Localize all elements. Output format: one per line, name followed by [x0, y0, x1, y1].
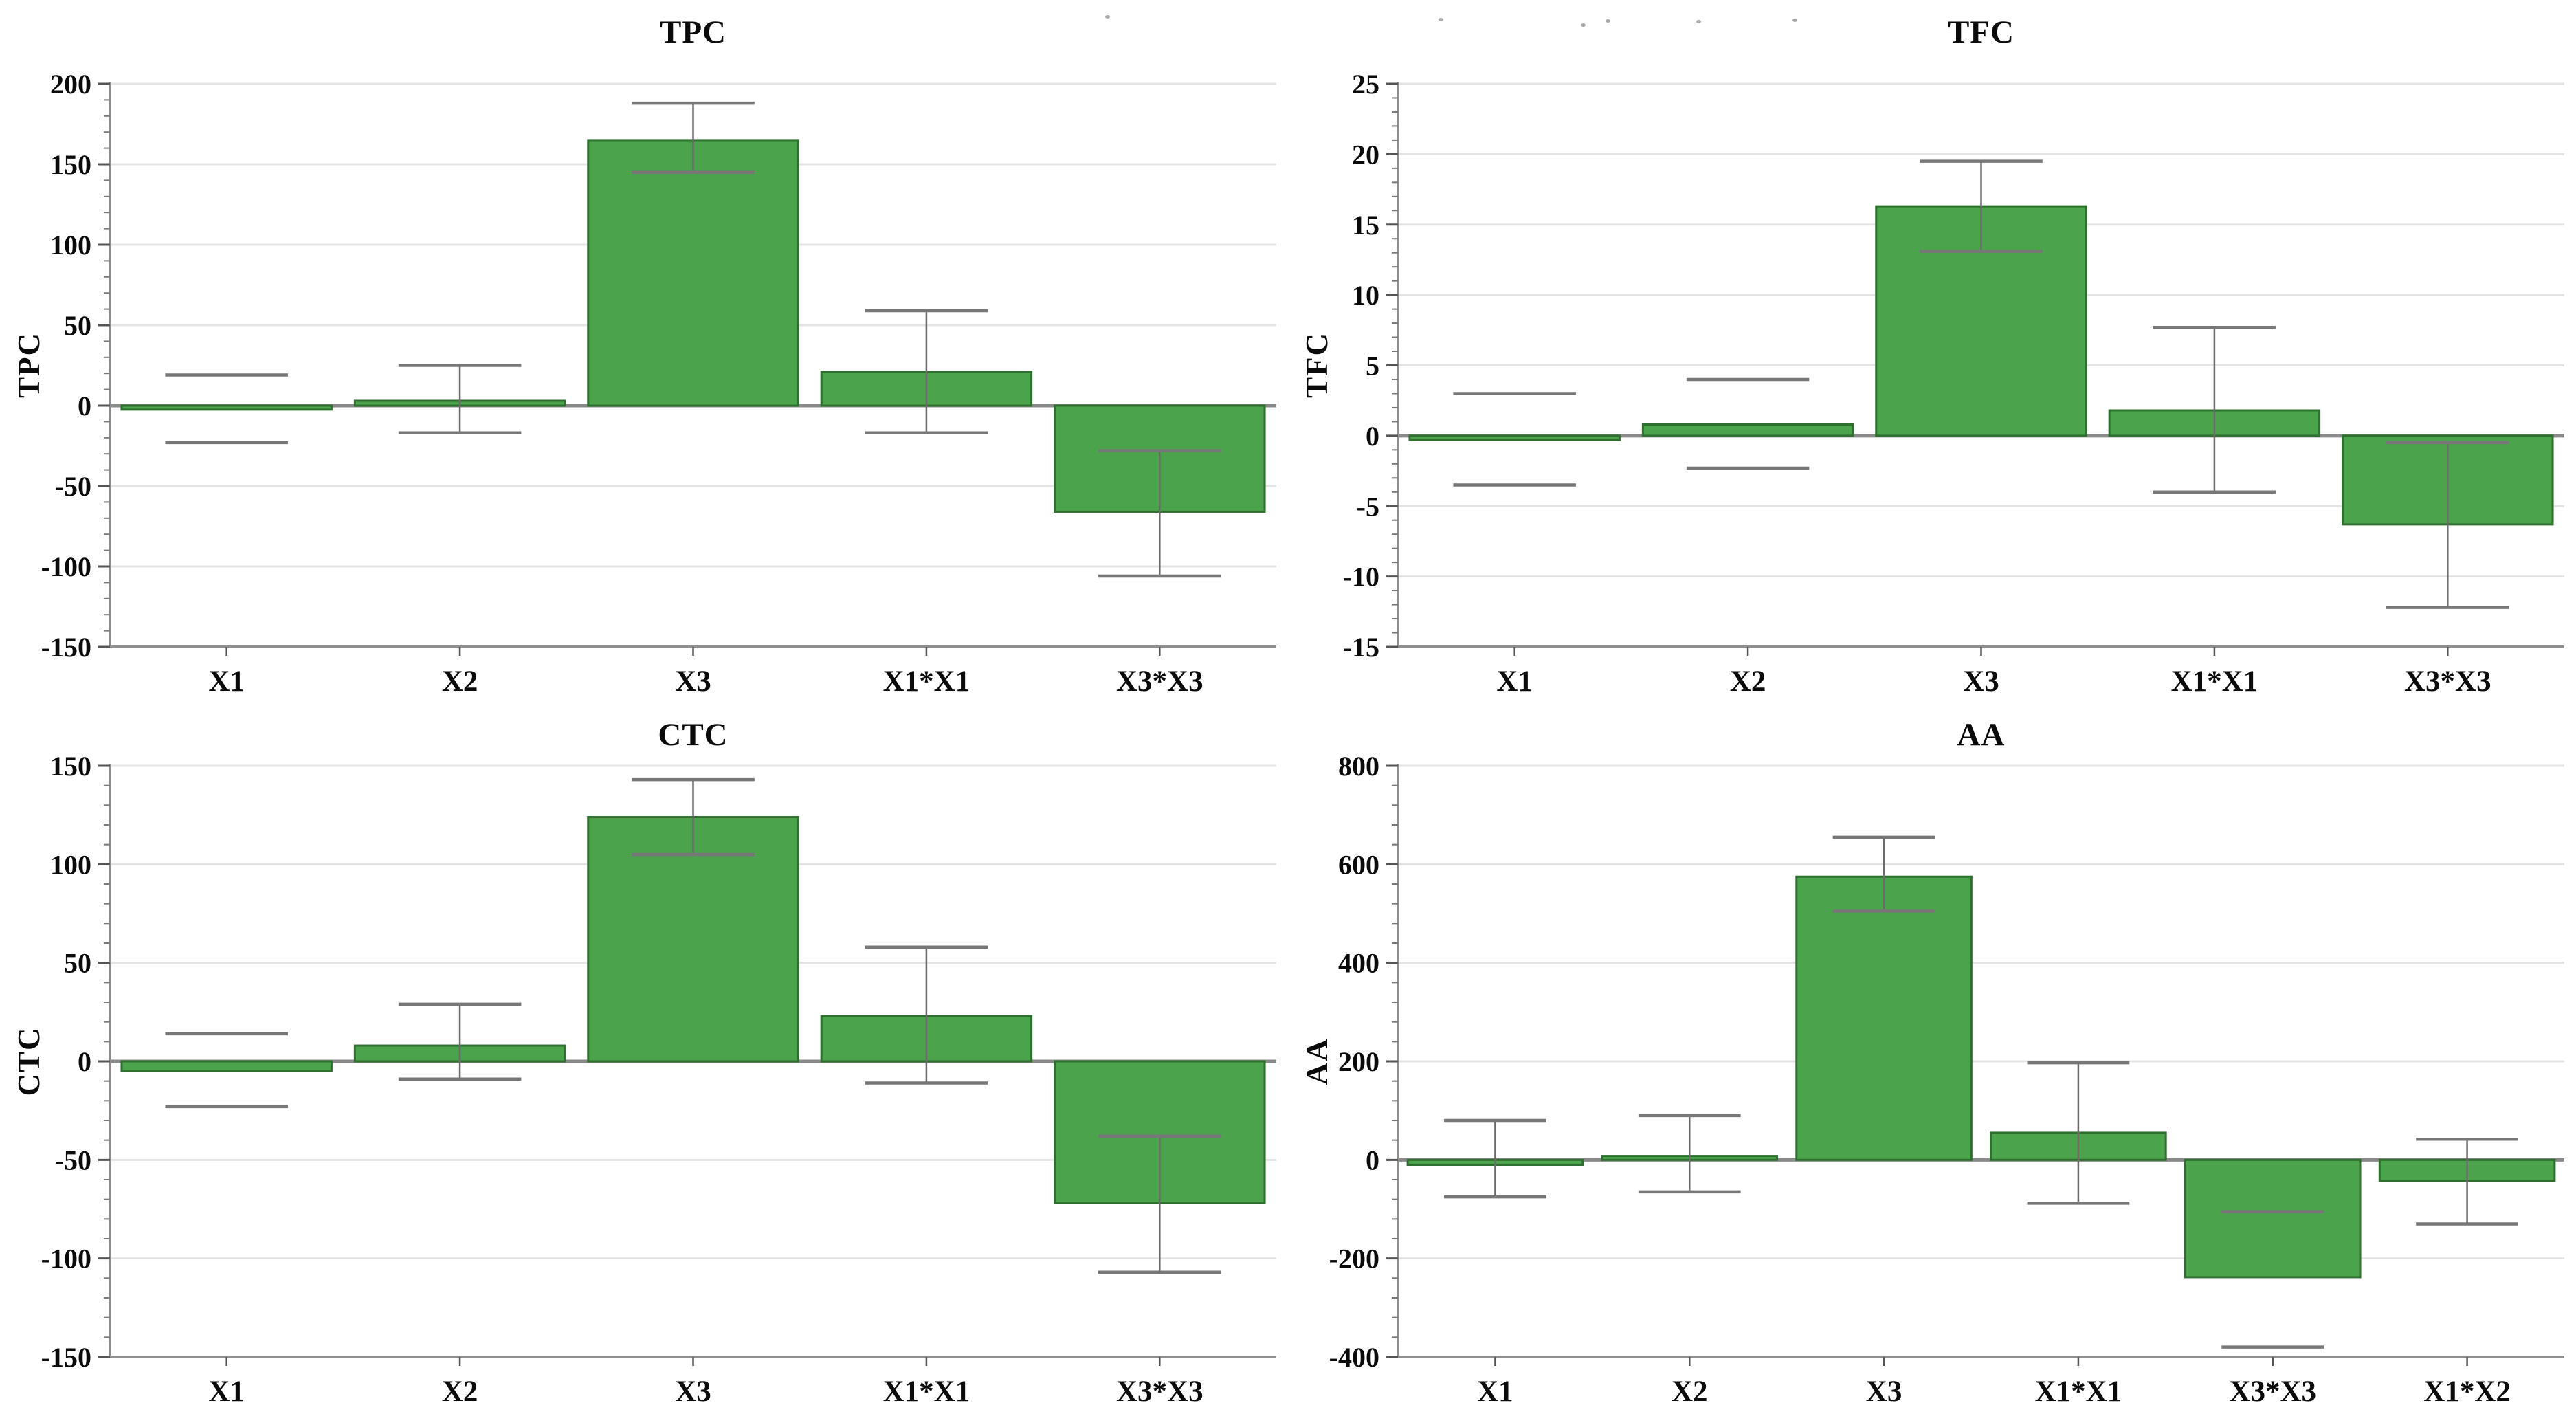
chart-title-aa: AA — [1957, 717, 2006, 753]
y-tick-label-0: 0 — [1366, 421, 1379, 452]
x-tick-label-X1*X1: X1*X1 — [2035, 1376, 2122, 1408]
bar-X1 — [120, 1060, 333, 1072]
x-tick-label-X1: X1 — [208, 1376, 245, 1408]
x-tick-label-X1: X1 — [1496, 665, 1533, 698]
tfc-bar-plot: 25 20 15 10 5 0 -5 -10 -15 X1 X2 X3 X1*X1 X3*X3 — [1343, 69, 2564, 698]
x-tick-label-X3*X3: X3*X3 — [1116, 665, 1203, 698]
aa-bar-plot: 800 600 400 200 0 -200 -400 X1 X2 X3 X1*X1 X3*X3 X1*… — [1329, 751, 2564, 1408]
x-tick-label-X2: X2 — [442, 665, 478, 698]
y-tick-label--200: -200 — [1329, 1244, 1379, 1274]
x-tick-label-X3*X3: X3*X3 — [2404, 665, 2491, 698]
x-tick-label-X1*X1: X1*X1 — [883, 1376, 970, 1408]
y-tick-label--5: -5 — [1357, 491, 1379, 522]
y-tick-label--50: -50 — [55, 1145, 91, 1175]
x-tick-label-X1*X1: X1*X1 — [883, 665, 970, 698]
bar-X3 — [587, 139, 799, 407]
artifact-dot — [1581, 23, 1586, 27]
x-tick-label-X3*X3: X3*X3 — [1116, 1376, 1203, 1408]
x-tick-label-X2: X2 — [1730, 665, 1766, 698]
x-tick-label-X3*X3: X3*X3 — [2229, 1376, 2316, 1408]
y-tick-label-10: 10 — [1352, 280, 1379, 311]
y-tick-label-600: 600 — [1338, 849, 1379, 880]
chart-title-tpc: TPC — [660, 14, 726, 50]
artifact-dot — [1696, 20, 1701, 23]
chart-title-ctc: CTC — [658, 717, 729, 753]
y-tick-label-200: 200 — [50, 69, 91, 100]
y-tick-label-25: 25 — [1352, 69, 1379, 100]
x-tick-label-X2: X2 — [442, 1376, 478, 1408]
y-tick-label--400: -400 — [1329, 1342, 1379, 1373]
y-tick-label--100: -100 — [41, 1244, 91, 1274]
bar-X3*X3 — [2184, 1158, 2362, 1279]
ctc-bar-plot: 150 100 50 0 -50 -100 -150 X1 X2 X3 X1*X1 X3*X3 — [41, 751, 1276, 1408]
artifact-dot — [1792, 19, 1797, 22]
y-tick-label--10: -10 — [1343, 562, 1379, 593]
artifact-dot — [1439, 18, 1443, 21]
x-tick-label-X3: X3 — [1866, 1376, 1902, 1408]
y-tick-label-15: 15 — [1352, 210, 1379, 241]
x-tick-label-X3: X3 — [1963, 665, 1999, 698]
y-tick-label-150: 150 — [50, 751, 91, 782]
bar-X1 — [120, 404, 333, 411]
y-tick-label-5: 5 — [1366, 351, 1379, 382]
bar-X3 — [1795, 875, 1973, 1161]
y-tick-label--150: -150 — [41, 632, 91, 663]
y-tick-label--100: -100 — [41, 551, 91, 582]
x-tick-label-X2: X2 — [1672, 1376, 1708, 1408]
chart-panel-tpc: TPC TPC 200 150 100 50 0 -50 -100 -150 X1 X2 X3 X1*… — [0, 0, 1288, 712]
artifact-dot — [1606, 19, 1610, 23]
x-tick-label-X1*X2: X1*X2 — [2423, 1376, 2511, 1408]
x-tick-label-X1: X1 — [1477, 1376, 1513, 1408]
y-tick-label--50: -50 — [55, 471, 91, 502]
artifact-dot — [1105, 15, 1110, 19]
bar-X2 — [1641, 423, 1854, 437]
y-tick-label-50: 50 — [64, 948, 91, 979]
y-tick-label-0: 0 — [78, 390, 91, 421]
y-tick-label-50: 50 — [64, 310, 91, 341]
tpc-bar-plot: 200 150 100 50 0 -50 -100 -150 X1 X2 X3 X1*X1 X3*X3 — [41, 69, 1276, 698]
chart-panel-aa: AA AA 800 600 400 200 0 -200 -400 X1 X2 X3 X1*X1 X3… — [1288, 712, 2576, 1425]
x-tick-label-X3: X3 — [675, 665, 711, 698]
y-tick-label-100: 100 — [50, 230, 91, 261]
x-tick-label-X1*X1: X1*X1 — [2171, 665, 2258, 698]
y-tick-label-0: 0 — [1366, 1145, 1379, 1175]
x-tick-label-X1: X1 — [208, 665, 245, 698]
y-tick-label-100: 100 — [50, 849, 91, 880]
y-tick-label--15: -15 — [1343, 632, 1379, 663]
y-tick-label--150: -150 — [41, 1342, 91, 1373]
y-tick-label-800: 800 — [1338, 751, 1379, 782]
y-tick-label-0: 0 — [78, 1046, 91, 1077]
y-tick-label-200: 200 — [1338, 1046, 1379, 1077]
chart-title-tfc: TFC — [1948, 14, 2014, 50]
x-tick-label-X3: X3 — [675, 1376, 711, 1408]
chart-panel-tfc: TFC TFC 25 20 15 10 5 0 -5 -10 -15 X1 X2 X3 X1*X1 X3*… — [1288, 0, 2576, 712]
y-tick-label-150: 150 — [50, 149, 91, 180]
bar-X1 — [1408, 434, 1621, 441]
chart-panel-ctc: CTC CTC 150 100 50 0 -50 -100 -150 X1 X2 X3 X1*X1 X… — [0, 712, 1288, 1425]
bar-X3 — [587, 816, 799, 1063]
y-tick-label-20: 20 — [1352, 139, 1379, 170]
y-tick-label-400: 400 — [1338, 948, 1379, 979]
